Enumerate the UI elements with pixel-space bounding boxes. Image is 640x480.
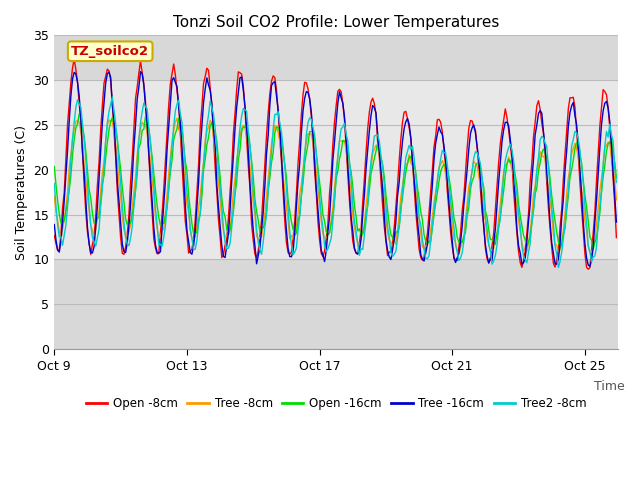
Legend: Open -8cm, Tree -8cm, Open -16cm, Tree -16cm, Tree2 -8cm: Open -8cm, Tree -8cm, Open -16cm, Tree -…: [81, 393, 591, 415]
Title: Tonzi Soil CO2 Profile: Lower Temperatures: Tonzi Soil CO2 Profile: Lower Temperatur…: [173, 15, 499, 30]
Bar: [54, 80, 618, 260]
Y-axis label: Soil Temperatures (C): Soil Temperatures (C): [15, 125, 28, 260]
Text: Time: Time: [595, 380, 625, 393]
Text: TZ_soilco2: TZ_soilco2: [71, 45, 149, 58]
